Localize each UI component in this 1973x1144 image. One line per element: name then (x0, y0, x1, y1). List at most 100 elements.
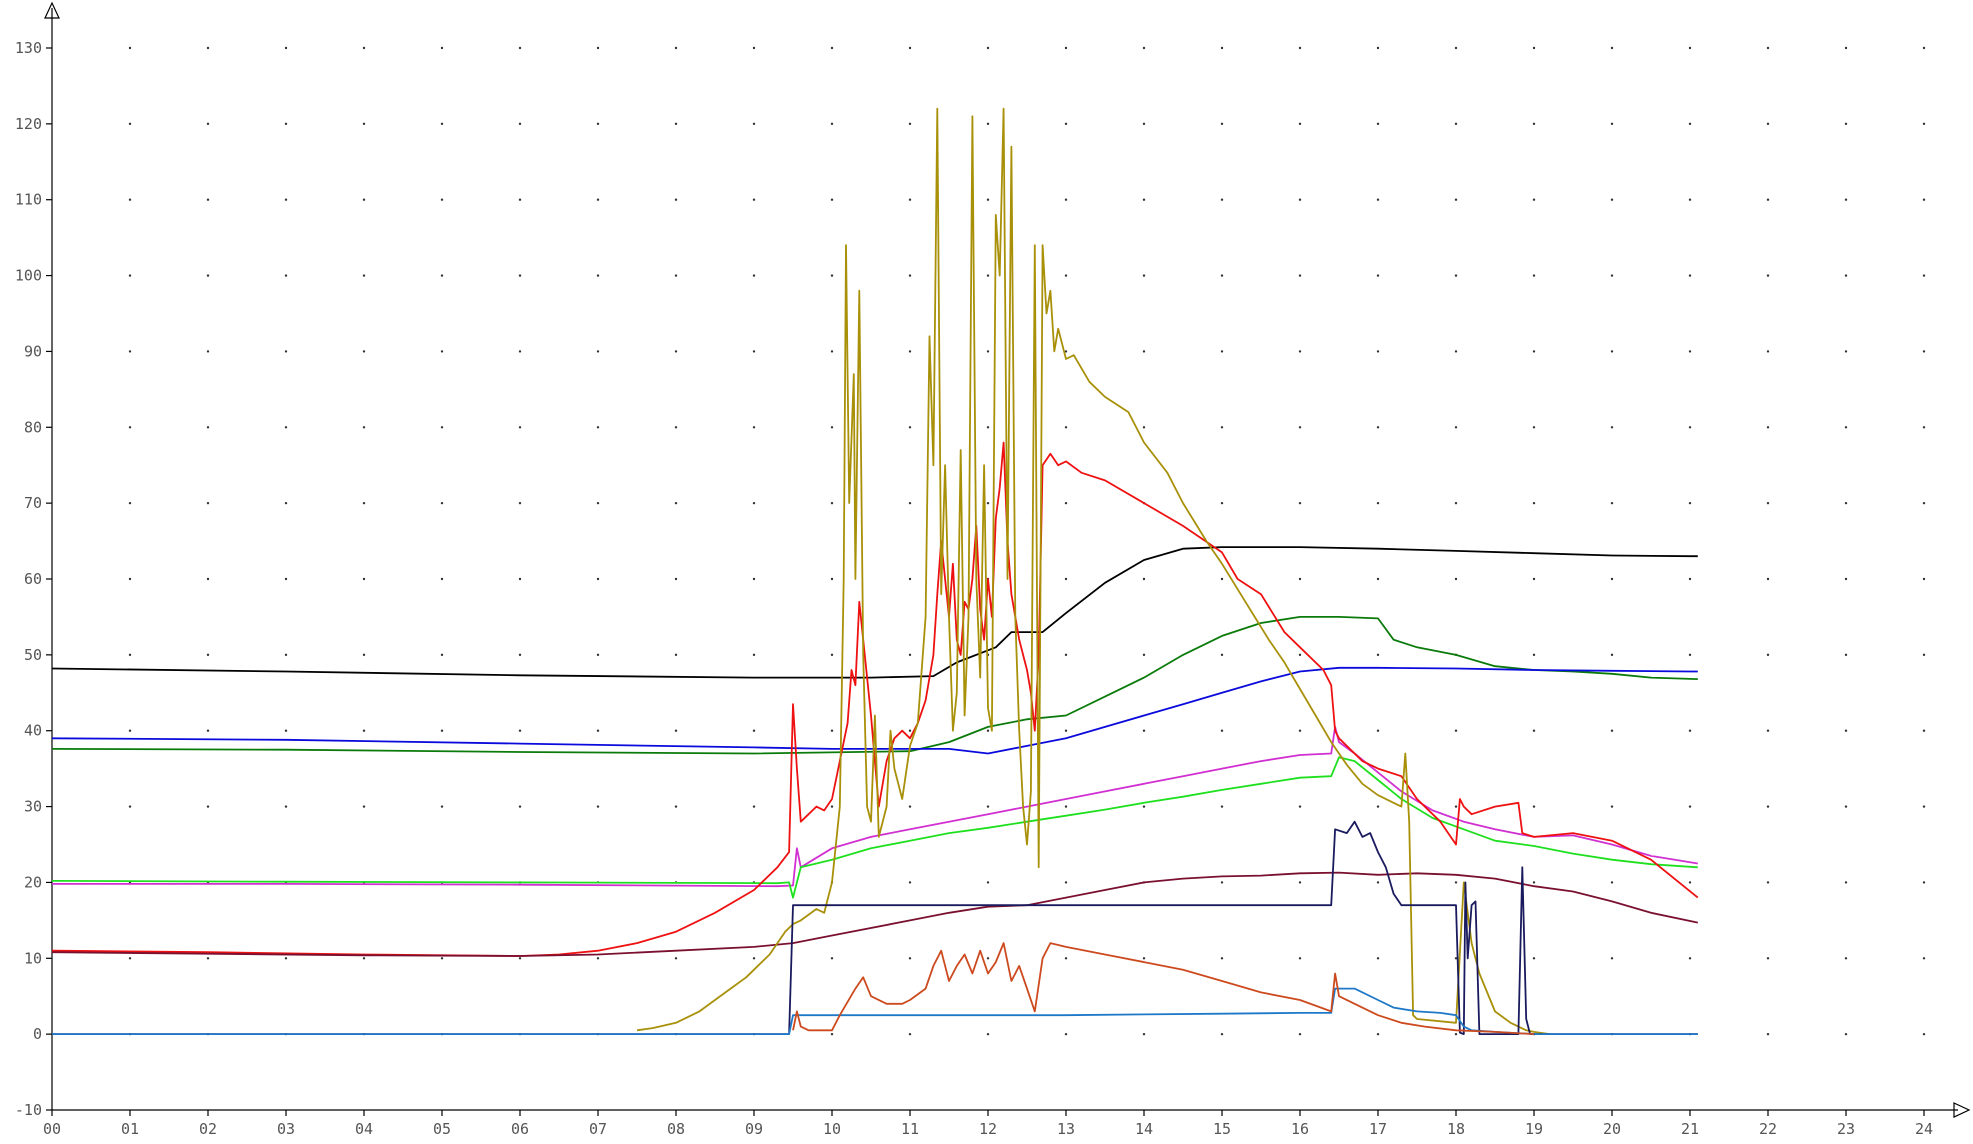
series-line-5 (51, 756, 1698, 899)
grid-dot (1064, 577, 1068, 581)
grid-dot (1844, 426, 1848, 429)
grid-dot (518, 122, 522, 126)
x-tick-label: 16 (1291, 1120, 1309, 1138)
y-tick-label: 0 (33, 1025, 42, 1043)
x-tick-label: 11 (901, 1120, 919, 1138)
grid-dot (1454, 350, 1458, 353)
grid-dot (1454, 501, 1458, 505)
grid-dot (440, 729, 444, 732)
grid-dot (1844, 122, 1848, 126)
grid-dot (1376, 274, 1380, 277)
grid-dot (986, 426, 990, 429)
grid-dot (1298, 1032, 1302, 1036)
grid-dot (908, 957, 912, 960)
grid-dot (1454, 1032, 1458, 1036)
grid-dot (440, 426, 444, 429)
grid-dot (1766, 274, 1770, 277)
grid-dot (1766, 957, 1770, 960)
grid-dot (1922, 198, 1926, 201)
x-tick-label: 02 (199, 1120, 217, 1138)
grid-dot (596, 805, 600, 808)
grid-dot (1298, 350, 1302, 353)
grid-dot (1922, 426, 1926, 429)
grid-dot (830, 122, 834, 126)
grid-dot (206, 957, 210, 960)
grid-dot (284, 805, 288, 808)
grid-dot (518, 350, 522, 353)
grid-dot (1220, 122, 1224, 126)
grid-dot (1922, 577, 1926, 581)
grid-dot (1610, 274, 1614, 277)
grid-dot (1844, 805, 1848, 808)
grid-dot (1220, 729, 1224, 732)
grid-dot (908, 426, 912, 429)
grid-dot (1610, 426, 1614, 429)
grid-dot (284, 274, 288, 277)
grid-dot (596, 957, 600, 960)
grid-dot (596, 426, 600, 429)
grid-dot (1376, 198, 1380, 201)
grid-dot (986, 46, 990, 50)
x-tick-label: 23 (1837, 1120, 1855, 1138)
grid-dot (674, 198, 678, 201)
grid-dot (128, 957, 132, 960)
grid-dot (752, 122, 756, 126)
x-tick-label: 19 (1525, 1120, 1543, 1138)
grid-dot (752, 350, 756, 353)
grid-dot (596, 350, 600, 353)
grid-dot (440, 122, 444, 126)
grid-dot (1844, 501, 1848, 505)
grid-dot (518, 653, 522, 657)
grid-dot (830, 653, 834, 657)
grid-dot (128, 426, 132, 429)
grid-dot (830, 1032, 834, 1036)
grid-dot (1220, 957, 1224, 960)
grid-dot (1298, 653, 1302, 657)
grid-dot (1454, 46, 1458, 50)
grid-dot (1220, 805, 1224, 808)
grid-dot (986, 805, 990, 808)
grid-dot (128, 350, 132, 353)
grid-dot (1766, 46, 1770, 50)
grid-dot (518, 805, 522, 808)
grid-dot (440, 46, 444, 50)
grid-dot (284, 350, 288, 353)
grid-dot (1922, 957, 1926, 960)
grid-dot (1376, 729, 1380, 732)
x-tick-label: 15 (1213, 1120, 1231, 1138)
grid-dot (1376, 501, 1380, 505)
grid-dot (1688, 501, 1692, 505)
grid-dot (518, 729, 522, 732)
grid-dot (752, 653, 756, 657)
grid-dot (1532, 122, 1536, 126)
grid-dot (908, 198, 912, 201)
grid-dot (440, 805, 444, 808)
grid-dot (362, 46, 366, 50)
grid-dot (1766, 881, 1770, 884)
grid-dot (986, 122, 990, 126)
x-tick-label: 07 (589, 1120, 607, 1138)
grid-dot (362, 426, 366, 429)
grid-dot (1454, 729, 1458, 732)
grid-dot (1610, 122, 1614, 126)
grid-dot (440, 577, 444, 581)
grid-dot (986, 350, 990, 353)
x-tick-label: 12 (979, 1120, 997, 1138)
grid-dot (206, 350, 210, 353)
grid-dot (830, 957, 834, 960)
grid-dot (1298, 122, 1302, 126)
grid-dot (1844, 577, 1848, 581)
grid-dot (1220, 577, 1224, 581)
grid-dot (362, 957, 366, 960)
grid-dot (1844, 274, 1848, 277)
grid-dot (674, 426, 678, 429)
grid-dot (1844, 198, 1848, 201)
series-line-6 (51, 441, 1699, 957)
grid-dot (1142, 957, 1146, 960)
grid-dot (752, 198, 756, 201)
y-tick-label: 10 (24, 949, 42, 967)
x-tick-label: 06 (511, 1120, 529, 1138)
grid-dot (440, 653, 444, 657)
y-tick-label: 70 (24, 494, 42, 512)
